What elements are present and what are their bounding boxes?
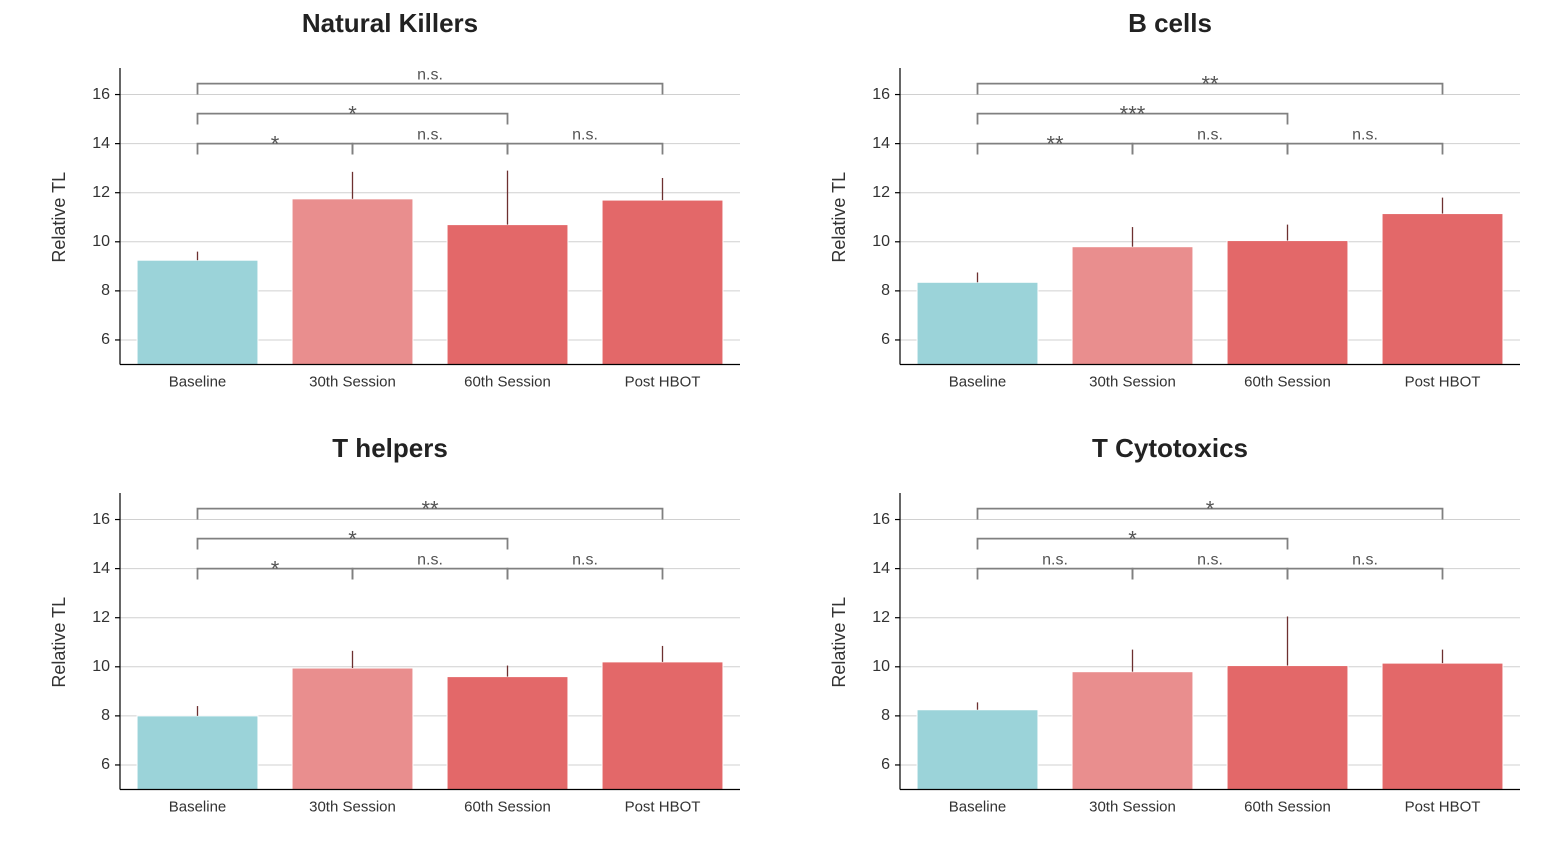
svg-text:10: 10 bbox=[92, 658, 110, 675]
y-axis-label: Relative TL bbox=[829, 596, 849, 687]
svg-text:14: 14 bbox=[92, 135, 110, 152]
svg-text:14: 14 bbox=[872, 559, 890, 576]
svg-text:8: 8 bbox=[101, 282, 110, 299]
bar-chart: 6 8 10 12 14 16 Baseline 30th Session 60th Sessi… bbox=[0, 425, 780, 849]
panel-title: Natural Killers bbox=[0, 8, 780, 39]
panel-grid: Natural Killers 6 8 10 12 14 16 Baseline 30th Se… bbox=[0, 0, 1560, 849]
y-axis-label: Relative TL bbox=[49, 172, 69, 263]
y-axis-label: Relative TL bbox=[829, 172, 849, 263]
bar-chart: 6 8 10 12 14 16 Baseline 30th Session 60th Sessi… bbox=[0, 0, 780, 425]
svg-text:***: *** bbox=[1120, 101, 1146, 126]
svg-text:60th Session: 60th Session bbox=[464, 798, 551, 815]
svg-text:10: 10 bbox=[92, 233, 110, 250]
svg-text:n.s.: n.s. bbox=[572, 551, 598, 568]
svg-text:*: * bbox=[271, 131, 280, 156]
svg-text:*: * bbox=[348, 101, 357, 126]
svg-text:**: ** bbox=[1201, 71, 1219, 96]
svg-text:12: 12 bbox=[92, 184, 110, 201]
svg-text:8: 8 bbox=[101, 707, 110, 724]
panel-cell: Natural Killers 6 8 10 12 14 16 Baseline 30th Se… bbox=[0, 0, 780, 425]
panel-title: T helpers bbox=[0, 433, 780, 464]
svg-text:n.s.: n.s. bbox=[1197, 127, 1223, 144]
panel-cell: T Cytotoxics 6 8 10 12 14 16 Baseline 30th Sessi… bbox=[780, 425, 1560, 849]
svg-text:n.s.: n.s. bbox=[1042, 551, 1068, 568]
svg-text:n.s.: n.s. bbox=[417, 67, 443, 84]
svg-text:16: 16 bbox=[92, 86, 110, 103]
svg-text:n.s.: n.s. bbox=[417, 127, 443, 144]
svg-text:Post HBOT: Post HBOT bbox=[1405, 374, 1481, 391]
svg-text:Baseline: Baseline bbox=[949, 374, 1007, 391]
svg-text:12: 12 bbox=[92, 608, 110, 625]
svg-text:n.s.: n.s. bbox=[572, 127, 598, 144]
svg-text:n.s.: n.s. bbox=[417, 551, 443, 568]
svg-text:6: 6 bbox=[881, 331, 890, 348]
svg-text:Post HBOT: Post HBOT bbox=[625, 798, 701, 815]
svg-text:8: 8 bbox=[881, 282, 890, 299]
svg-text:n.s.: n.s. bbox=[1197, 551, 1223, 568]
svg-text:30th Session: 30th Session bbox=[309, 374, 396, 391]
svg-text:14: 14 bbox=[872, 135, 890, 152]
svg-text:12: 12 bbox=[872, 608, 890, 625]
svg-text:16: 16 bbox=[92, 510, 110, 527]
svg-text:*: * bbox=[348, 526, 357, 551]
svg-text:Baseline: Baseline bbox=[169, 798, 227, 815]
y-axis-label: Relative TL bbox=[49, 596, 69, 687]
figure-page: Natural Killers 6 8 10 12 14 16 Baseline 30th Se… bbox=[0, 0, 1560, 849]
panel-title: B cells bbox=[780, 8, 1560, 39]
svg-text:10: 10 bbox=[872, 658, 890, 675]
panel-title: T Cytotoxics bbox=[780, 433, 1560, 464]
svg-text:**: ** bbox=[421, 496, 439, 521]
svg-text:n.s.: n.s. bbox=[1352, 551, 1378, 568]
panel-cell: T helpers6810121416Baseline30th Session6… bbox=[0, 425, 780, 849]
svg-text:**: ** bbox=[1046, 131, 1064, 156]
svg-text:Baseline: Baseline bbox=[169, 374, 227, 391]
svg-text:8: 8 bbox=[881, 707, 890, 724]
svg-text:30th Session: 30th Session bbox=[309, 798, 396, 815]
svg-text:60th Session: 60th Session bbox=[464, 374, 551, 391]
svg-text:16: 16 bbox=[872, 86, 890, 103]
svg-text:*: * bbox=[271, 556, 280, 581]
svg-text:60th Session: 60th Session bbox=[1244, 374, 1331, 391]
svg-text:30th Session: 30th Session bbox=[1089, 374, 1176, 391]
svg-text:60th Session: 60th Session bbox=[1244, 798, 1331, 815]
svg-text:Baseline: Baseline bbox=[949, 798, 1007, 815]
svg-text:*: * bbox=[1128, 526, 1137, 551]
svg-text:6: 6 bbox=[881, 756, 890, 773]
svg-text:14: 14 bbox=[92, 559, 110, 576]
bar-chart: 6 8 10 12 14 16 Baseline 30th Session 60th Sessi… bbox=[780, 0, 1560, 425]
svg-text:16: 16 bbox=[872, 510, 890, 527]
svg-text:6: 6 bbox=[101, 756, 110, 773]
svg-text:30th Session: 30th Session bbox=[1089, 798, 1176, 815]
panel-cell: B cells 6 8 10 12 14 16 Baseline 30th Session 60t… bbox=[780, 0, 1560, 425]
svg-text:n.s.: n.s. bbox=[1352, 127, 1378, 144]
svg-text:6: 6 bbox=[101, 331, 110, 348]
svg-text:12: 12 bbox=[872, 184, 890, 201]
svg-text:Post HBOT: Post HBOT bbox=[1405, 798, 1481, 815]
svg-text:*: * bbox=[1206, 496, 1215, 521]
svg-text:10: 10 bbox=[872, 233, 890, 250]
bar-chart: 6 8 10 12 14 16 Baseline 30th Session 60th Sessi… bbox=[780, 425, 1560, 849]
svg-text:Post HBOT: Post HBOT bbox=[625, 374, 701, 391]
